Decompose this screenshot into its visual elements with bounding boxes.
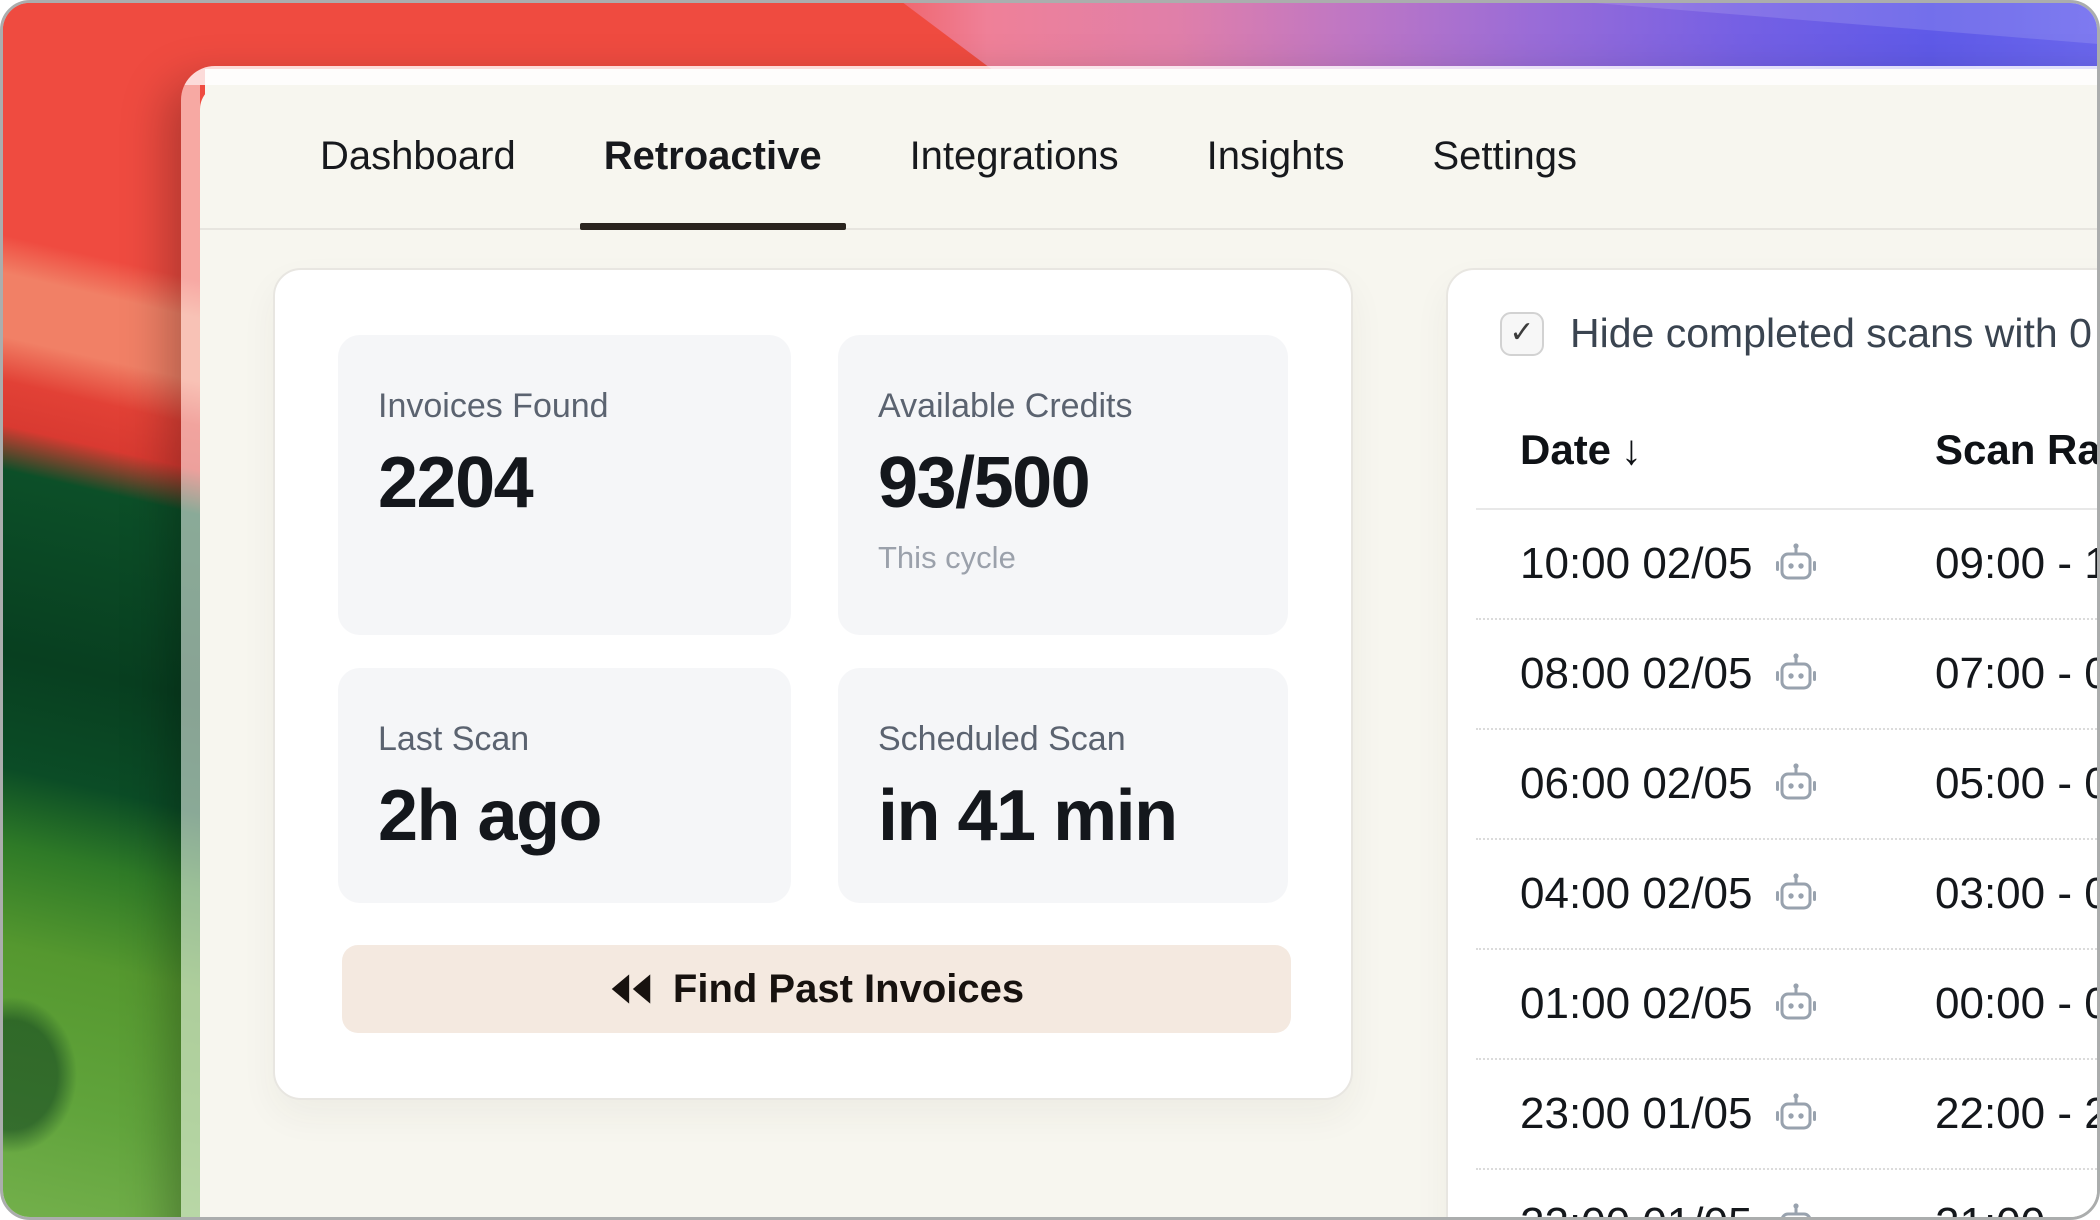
scan-date: 04:00 02/05 [1520,869,1753,918]
tab[interactable]: Integrations [886,85,1143,228]
stat-label: Last Scan [378,720,530,758]
stat-tile: Available Credits 93/500 This cycle [838,335,1288,635]
stat-value: in 41 min [878,776,1178,856]
stat-value: 2h ago [378,776,603,856]
robot-icon [1776,543,1817,580]
wallpaper-left [3,3,205,1217]
tab-label: Settings [1432,134,1577,178]
stat-label: Available Credits [878,387,1133,425]
tab[interactable]: Dashboard [296,85,540,228]
scan-range: 21:00 - 22:00 [1935,1199,2097,1217]
robot-icon [1776,983,1817,1020]
scan-row[interactable]: 10:00 02/05 [1476,510,2097,620]
column-header-scan-range[interactable]: Scan Range [1935,426,2100,474]
scan-row[interactable]: 08:00 02/05 [1476,620,2097,730]
stat-label: Scheduled Scan [878,720,1126,758]
sort-descending-icon: ↓ [1621,426,1643,473]
robot-icon [1776,873,1817,910]
check-icon: ✓ [1509,315,1535,349]
window-titlebar-edge [181,66,2097,85]
robot-icon [1781,1203,1812,1217]
scan-range-column-label: Scan Range [1935,426,2100,473]
scan-date-cell: 01:00 02/05 [1520,979,1818,1029]
tab[interactable]: Settings [1408,85,1601,228]
scan-date-cell: 23:00 01/05 [1520,1089,1818,1139]
scan-range: 00:00 - 01:00 [1935,979,2097,1028]
scan-row[interactable]: 23:00 01/05 [1476,1060,2097,1170]
find-button-label: Find Past Invoices [672,966,1025,1011]
scan-range: 03:00 - 04:00 [1935,869,2097,918]
stat-value: 2204 [378,443,534,523]
window-left-edge [181,85,200,1217]
scan-date-cell: 22:00 01/05 [1520,1199,1818,1217]
hide-completed-label: Hide completed scans with 0 found [1570,310,2097,356]
find-past-invoices-button[interactable]: Find Past Invoices [342,945,1291,1033]
scan-date: 08:00 02/05 [1520,649,1753,698]
stat-label: Invoices Found [378,387,609,425]
wallpaper-top [3,3,2097,69]
scan-date: 01:00 02/05 [1520,979,1753,1028]
stats-card: Invoices Found 2204 Available Credits 93… [273,268,1353,1100]
tab[interactable]: Retroactive [579,85,846,230]
tab-label: Insights [1206,134,1345,178]
scan-date-cell: 10:00 02/05 [1520,539,1818,589]
robot-icon [1776,763,1817,800]
hide-completed-checkbox[interactable]: ✓ [1500,311,1544,356]
scan-row[interactable]: 04:00 02/05 [1476,840,2097,950]
scan-date-cell: 08:00 02/05 [1520,649,1818,699]
scan-date: 22:00 01/05 [1520,1199,1752,1217]
rewind-icon [611,974,651,1004]
scan-date: 10:00 02/05 [1520,539,1753,588]
tab-bar: Dashboard Retroactive Integrations Insig… [200,85,2097,230]
tab[interactable]: Insights [1183,85,1369,228]
scan-range: 22:00 - 23:00 [1935,1089,2097,1138]
stat-tile: Last Scan 2h ago [338,668,791,903]
hide-completed-row: ✓ Hide completed scans with 0 found [1500,310,2097,357]
stat-tile: Invoices Found 2204 [338,335,791,635]
scan-range: 09:00 - 10:00 [1935,539,2097,588]
scan-row[interactable]: 22:00 01/05 [1476,1170,2097,1217]
stat-value: 93/500 [878,443,1091,523]
stat-tile: Scheduled Scan in 41 min [838,668,1288,903]
scan-table-header: Date↓ Scan Range [1448,426,2100,508]
scan-date-cell: 04:00 02/05 [1520,869,1818,919]
scan-date: 06:00 02/05 [1520,759,1753,808]
stat-subtext: This cycle [878,540,1016,575]
scan-date: 23:00 01/05 [1520,1089,1753,1138]
tab-label: Dashboard [320,134,516,178]
stat-tiles: Invoices Found 2204 Available Credits 93… [338,335,1288,903]
app-content: Dashboard Retroactive Integrations Insig… [200,85,2100,1217]
scan-range: 05:00 - 06:00 [1935,759,2097,808]
tab-label: Retroactive [603,134,822,178]
app-window: Dashboard Retroactive Integrations Insig… [181,66,2100,1217]
robot-icon [1776,653,1817,690]
robot-icon [1776,1093,1817,1130]
date-column-label: Date [1520,426,1612,473]
scans-panel: ✓ Hide completed scans with 0 found Date… [1446,268,2100,1217]
scan-row[interactable]: 06:00 02/05 [1476,730,2097,840]
column-header-date[interactable]: Date ↓ [1520,426,1642,474]
scan-range: 07:00 - 08:00 [1935,649,2097,698]
scan-date-cell: 06:00 02/05 [1520,759,1818,809]
scan-table-body: 10:00 02/05 [1476,508,2097,1217]
tab-label: Integrations [909,134,1119,178]
scan-row[interactable]: 01:00 02/05 [1476,950,2097,1060]
